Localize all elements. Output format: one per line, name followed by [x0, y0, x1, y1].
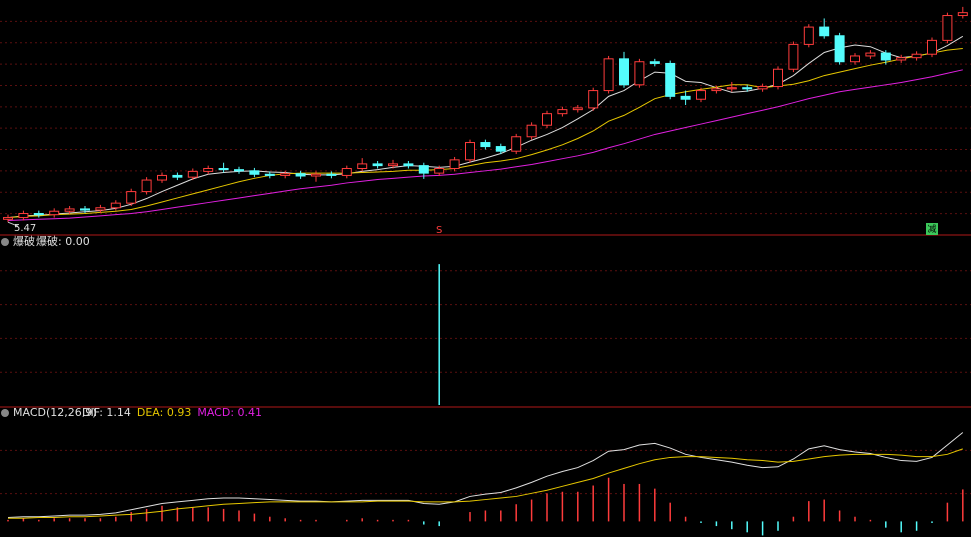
candle-body [341, 168, 352, 176]
candle-body [603, 58, 614, 92]
candle-body [295, 173, 306, 177]
candle-body [434, 168, 445, 174]
candle-body [927, 39, 937, 55]
candle-body [911, 53, 922, 59]
candle-body [80, 208, 90, 211]
candle-body [526, 124, 537, 138]
candle-body [449, 159, 460, 170]
candle-body [896, 57, 907, 61]
candle-body [834, 35, 845, 63]
signal-label: S [436, 225, 442, 236]
candle-body [726, 87, 737, 90]
moving-average-line [7, 69, 963, 221]
candle-body [649, 61, 660, 64]
panel-title: 爆破 [13, 234, 35, 248]
candle-body [49, 210, 60, 216]
candle-body [572, 107, 583, 111]
candle-body [280, 173, 291, 176]
signal-label: 减 [927, 223, 936, 235]
candle-body [418, 165, 429, 174]
moving-average-line [7, 35, 964, 219]
candle-body [64, 208, 75, 212]
panel-icon[interactable] [1, 238, 9, 246]
candle-body [511, 136, 522, 152]
candle-body [495, 146, 506, 152]
candle-body [126, 191, 137, 204]
candle-body [372, 163, 383, 167]
candle-body [742, 87, 753, 90]
candle-body [819, 26, 830, 37]
candle-body [157, 174, 167, 181]
series-readout: MACD: 0.41 [197, 406, 262, 419]
indicator-line [7, 432, 964, 518]
candle-body [249, 170, 260, 175]
candle-body [542, 113, 552, 126]
candle-body [172, 174, 183, 178]
candle-body [465, 142, 475, 161]
low-label: 5.47 [14, 223, 36, 234]
candle-body [110, 202, 121, 209]
candle-body [480, 142, 491, 148]
candle-body [95, 207, 106, 211]
candle-body [865, 52, 876, 57]
candle-body [711, 88, 722, 92]
panel-title: MACD(12,26,9) [13, 406, 97, 419]
series-readout: DEA: 0.93 [137, 406, 191, 419]
candle-body [588, 90, 599, 109]
candle-body [187, 170, 198, 178]
candle-body [665, 62, 676, 97]
panel-icon[interactable] [1, 409, 9, 417]
candle-body [311, 173, 321, 177]
candle-body [942, 15, 953, 41]
signal-box [926, 223, 938, 235]
candle-body [18, 213, 29, 219]
candle-body [788, 43, 799, 70]
candle-body [264, 173, 275, 176]
series-readout: DIF: 1.14 [82, 406, 131, 419]
moving-average-line [7, 47, 963, 219]
low-pointer [7, 221, 19, 227]
indicator-line [8, 448, 963, 519]
candle-body [619, 58, 629, 86]
candle-body [696, 90, 706, 100]
candle-body [234, 169, 244, 172]
candle-body [218, 168, 229, 171]
candle-body [634, 61, 645, 86]
candle-body [33, 213, 44, 216]
panel-readout: 爆破: 0.00 [36, 234, 90, 248]
candle-body [957, 12, 968, 17]
candle-body [326, 173, 337, 176]
candle-body [203, 168, 214, 172]
candle-body [803, 26, 814, 45]
candle-body [850, 55, 860, 63]
candle-body [680, 95, 691, 100]
candle-body [141, 179, 152, 193]
candle-body [880, 52, 891, 61]
candle-body [357, 163, 368, 170]
candle-body [757, 86, 768, 90]
candle-body [388, 163, 398, 167]
candle-body [557, 109, 568, 115]
candle-body [773, 68, 783, 88]
candle-body [3, 217, 13, 220]
candle-body [403, 163, 414, 167]
